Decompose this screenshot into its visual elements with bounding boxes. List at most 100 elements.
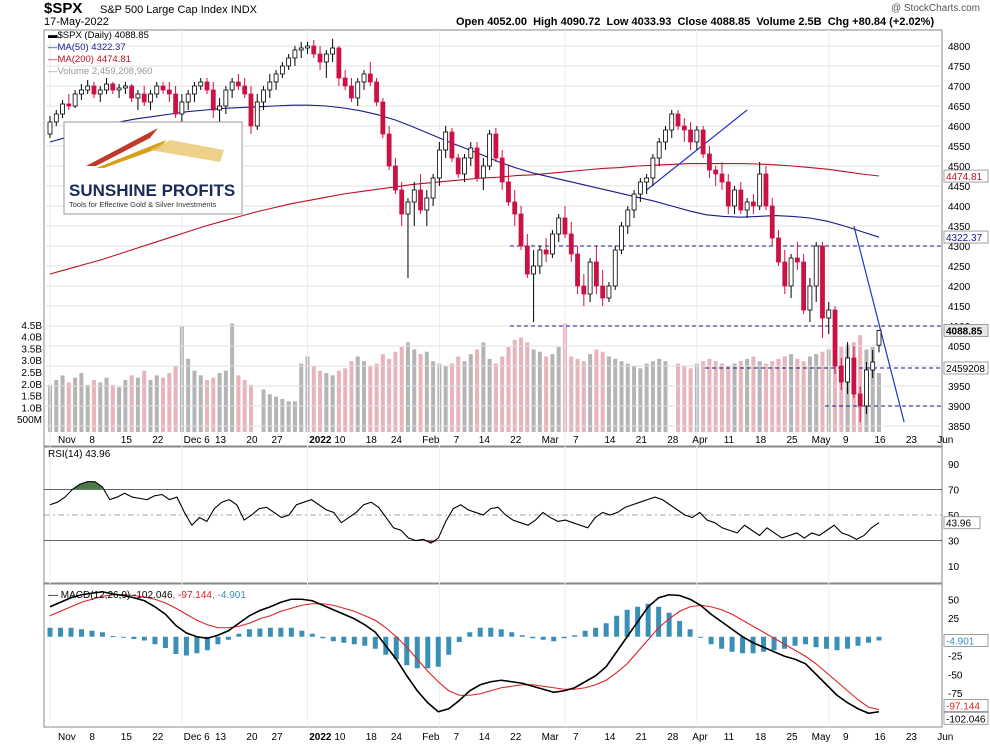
candle-body — [135, 93, 141, 99]
volume-bar — [757, 361, 762, 432]
macd-x-label: 7 — [573, 732, 579, 743]
price-tick-label: 3850 — [948, 422, 971, 433]
macd-x-label: Nov — [58, 732, 76, 743]
price-legend-item: —MA(200) 4474.81 — [48, 54, 131, 65]
price-x-label: Dec 6 — [184, 435, 211, 446]
candle-body — [719, 173, 725, 183]
candle-body — [104, 83, 109, 91]
sunshine-profits-logo: SUNSHINE PROFITS Tools for Effective Gol… — [63, 121, 243, 215]
candle-body — [769, 205, 775, 239]
volume-bar — [719, 363, 724, 432]
candle-body — [393, 165, 398, 191]
macd-tick-label: 25 — [948, 614, 960, 625]
macd-histogram-bar — [708, 636, 714, 645]
volume-bar — [173, 365, 178, 432]
price-value-tag-text: 4322.37 — [946, 233, 983, 244]
price-tick-label: 4800 — [948, 42, 971, 53]
rsi-legend: RSI(14) 43.96 — [48, 449, 111, 460]
macd-histogram-bar — [89, 630, 95, 637]
macd-x-label: 11 — [724, 732, 735, 743]
volume-bar — [481, 342, 486, 432]
logo-name: SUNSHINE PROFITS — [69, 181, 235, 200]
volume-bar — [676, 363, 681, 432]
candle-body — [694, 129, 700, 143]
volume-bar — [412, 349, 417, 432]
volume-value: 2.5B — [798, 16, 822, 28]
volume-bar — [613, 358, 618, 432]
volume-bar — [399, 347, 404, 432]
candle-body — [637, 181, 643, 195]
macd-legend: — MACD(12,26,9) -102.046, -97.144, -4.90… — [48, 590, 246, 601]
candle-body — [493, 133, 499, 159]
price-x-label: 22 — [510, 435, 522, 446]
volume-bar — [311, 365, 316, 432]
volume-bar — [870, 347, 875, 432]
candle-body — [91, 85, 97, 95]
volume-bar — [550, 354, 555, 432]
candle-body — [305, 45, 310, 49]
macd-x-label: 20 — [246, 732, 258, 743]
macd-histogram-bar — [215, 636, 221, 645]
rsi-tick-label: 70 — [948, 485, 960, 496]
price-tick-label: 4700 — [948, 82, 971, 93]
candle-body — [681, 125, 687, 131]
macd-histogram-bar — [456, 636, 462, 642]
price-legend-item: ▬$SPX (Daily) 4088.85 — [48, 30, 149, 41]
panel-frame-3 — [43, 583, 943, 728]
price-x-label: 2022 — [309, 435, 332, 446]
candle-body — [512, 201, 518, 215]
price-x-label: 23 — [906, 435, 918, 446]
candle-body — [47, 121, 53, 135]
candle-body — [700, 129, 706, 155]
candle-body — [518, 213, 524, 247]
volume-bar — [449, 363, 454, 432]
candle-body — [813, 245, 819, 287]
rsi-tick-label: 90 — [948, 460, 960, 471]
macd-histogram-bar — [467, 632, 473, 637]
price-x-label: 10 — [334, 435, 346, 446]
candle-body — [738, 189, 744, 211]
volume-bar — [738, 361, 743, 432]
macd-tick-label: -25 — [948, 652, 963, 663]
macd-histogram-bar — [740, 636, 746, 654]
volume-bar — [745, 358, 750, 432]
volume-bar — [129, 375, 134, 432]
macd-histogram-bar — [488, 627, 494, 637]
candle-body — [468, 147, 474, 159]
candle-body — [801, 261, 807, 311]
macd-histogram-bar — [351, 636, 357, 645]
price-value-tag-text: 2459208 — [946, 364, 985, 375]
macd-histogram-bar — [666, 612, 672, 637]
index-name: S&P 500 Large Cap Index — [100, 4, 228, 16]
macd-histogram-bar — [729, 636, 735, 652]
candle-body — [776, 237, 781, 263]
candle-body — [411, 189, 417, 203]
candle-body — [430, 177, 436, 199]
candle-body — [870, 361, 876, 371]
volume-bar — [713, 361, 718, 432]
volume-bar — [211, 377, 216, 432]
price-x-label: 14 — [479, 435, 491, 446]
candle-body — [606, 285, 612, 299]
price-x-label: Apr — [692, 435, 708, 446]
candle-body — [217, 105, 222, 111]
candle-body — [480, 165, 486, 179]
candle-body — [455, 157, 461, 175]
macd-histogram-bar — [68, 627, 74, 637]
candle-body — [550, 233, 555, 255]
volume-tick-label: 2.5B — [21, 368, 42, 379]
macd-histogram-bar — [204, 636, 210, 651]
candle-body — [330, 47, 336, 55]
candle-body — [593, 261, 599, 287]
candle-body — [60, 103, 65, 115]
price-x-label: 11 — [724, 435, 735, 446]
price-value-tag — [943, 169, 989, 183]
candle-body — [179, 101, 185, 115]
candle-body — [148, 93, 153, 103]
macd-line — [49, 590, 880, 715]
macd-histogram-bar — [509, 632, 515, 637]
volume-bar — [217, 373, 222, 432]
volume-bar — [506, 347, 511, 432]
ohlc-summary: Open 4052.00 High 4090.72 Low 4033.93 Cl… — [456, 16, 934, 28]
logo-ray-icon — [96, 140, 166, 168]
